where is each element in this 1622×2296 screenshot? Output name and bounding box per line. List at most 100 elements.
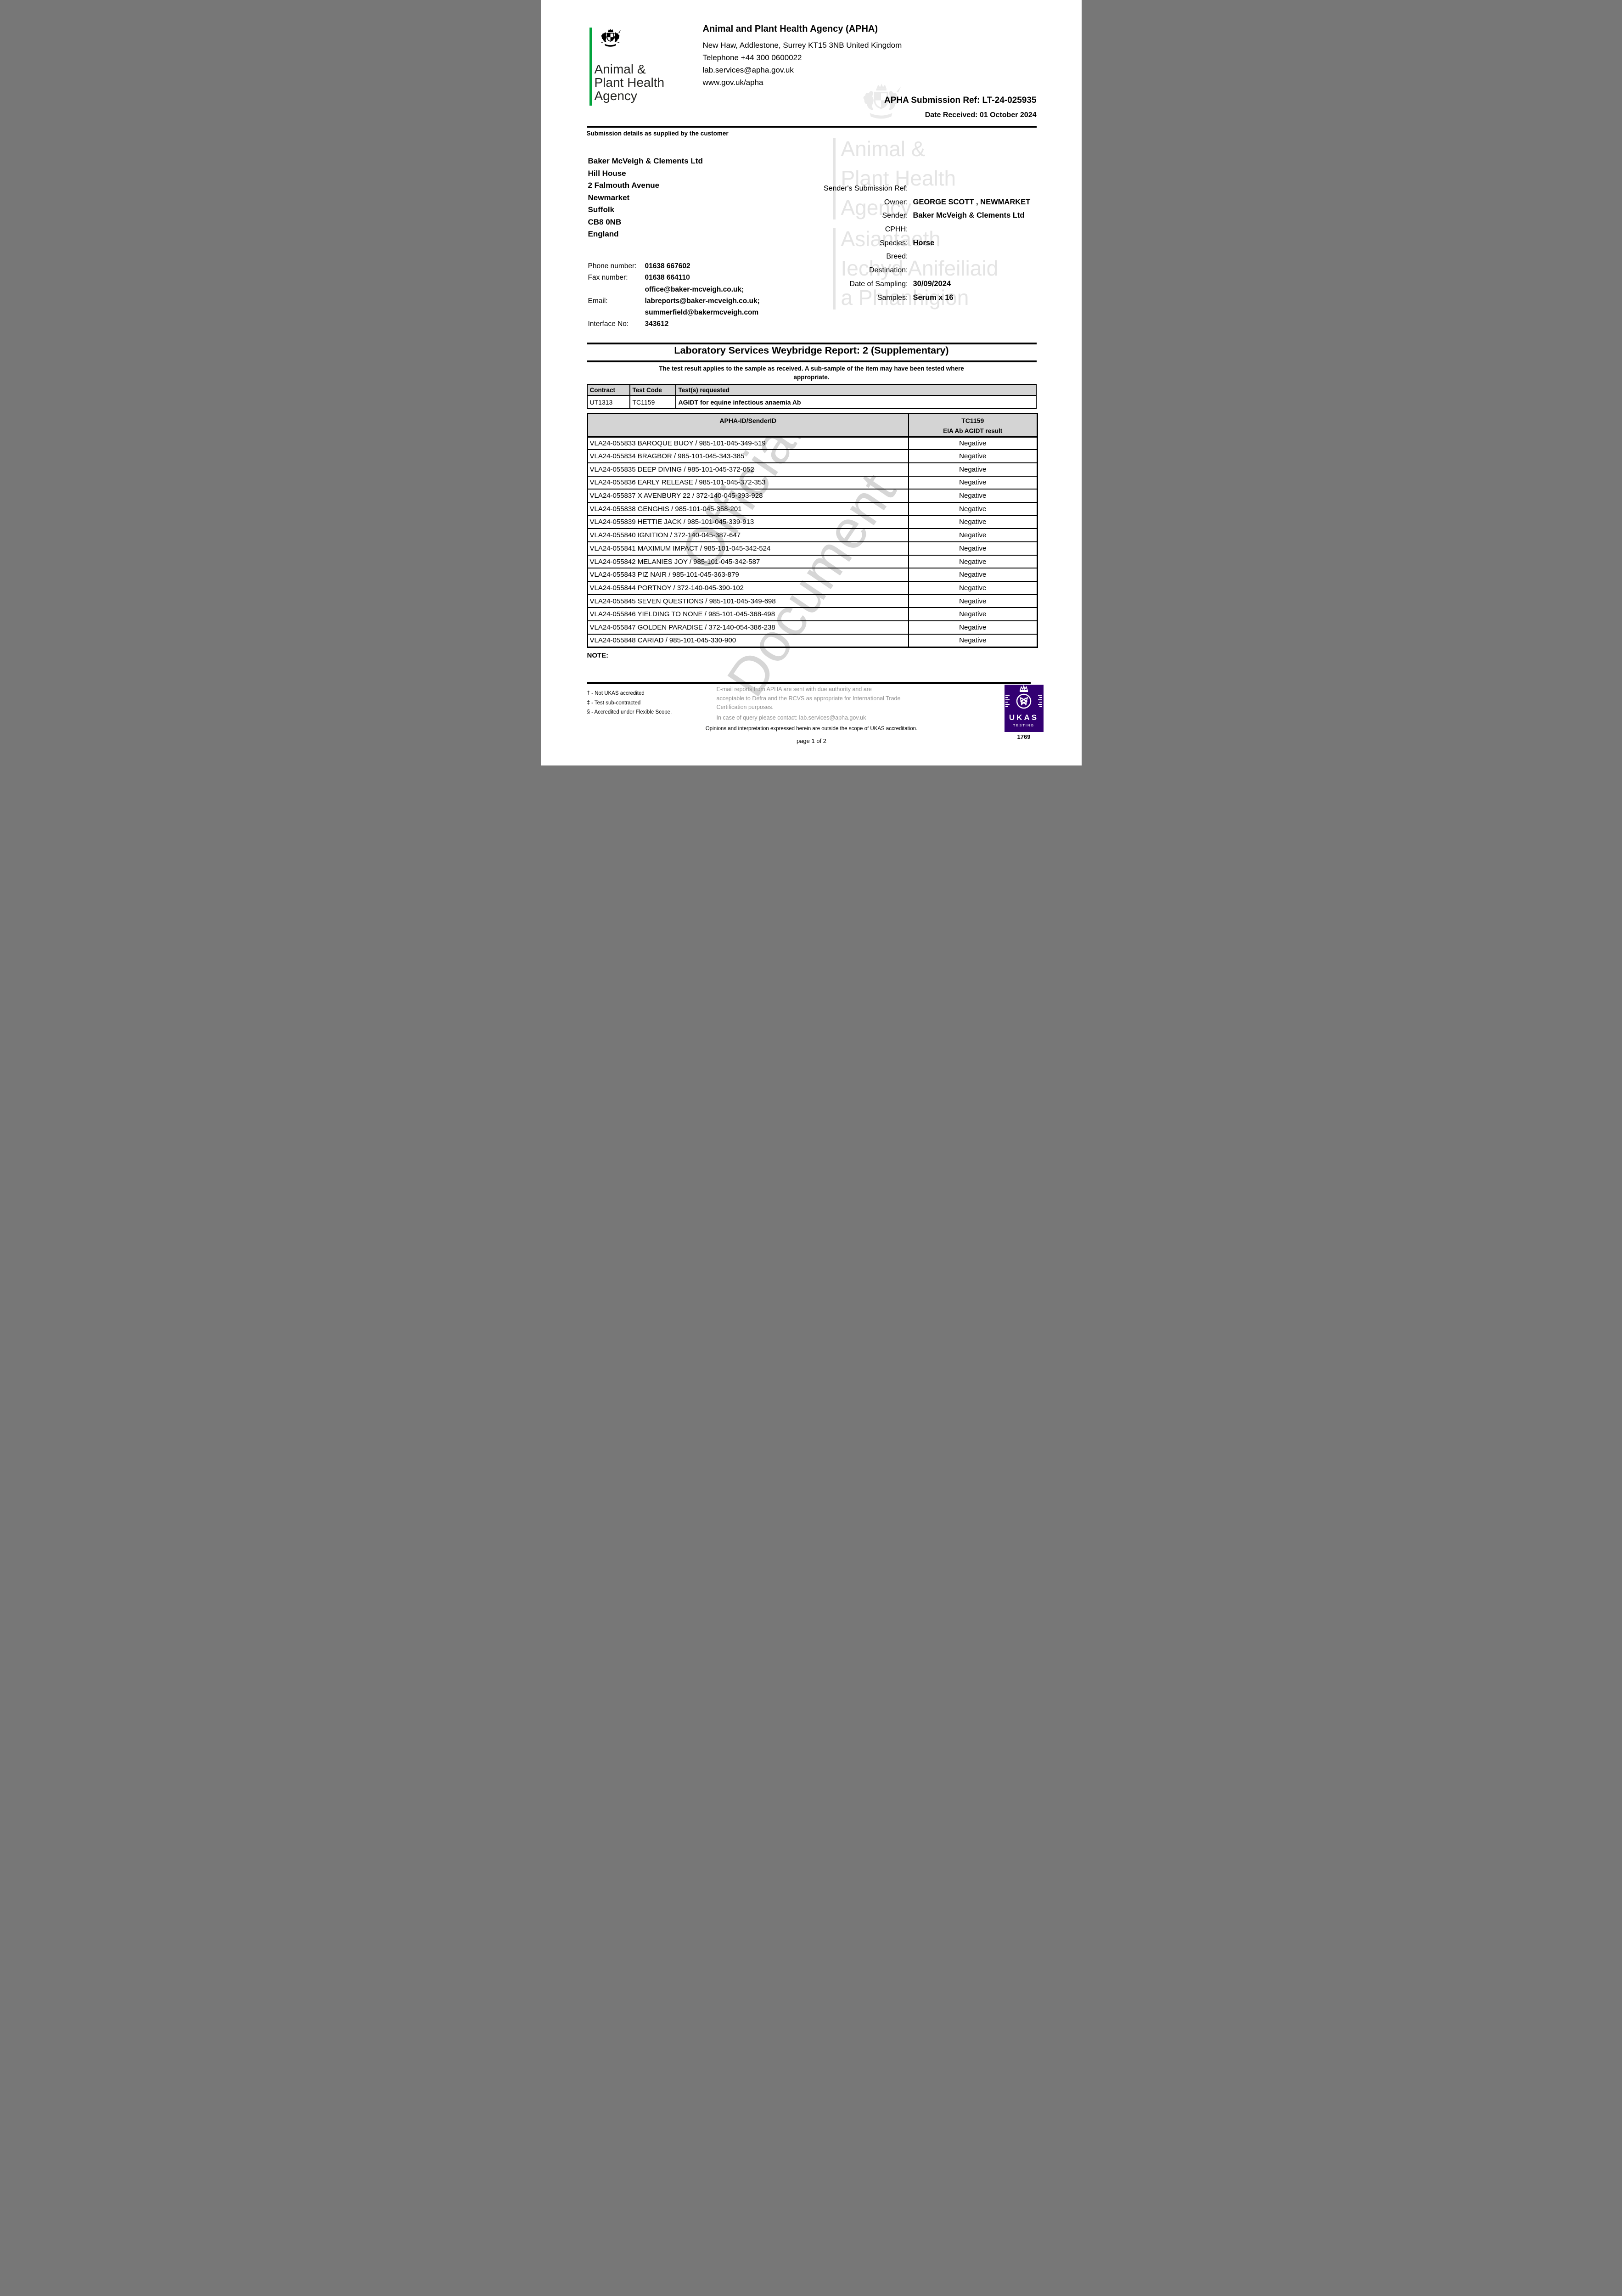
accreditation-notes: † - Not UKAS accredited ‡ - Test sub-cont… — [587, 689, 672, 717]
agency-telephone: Telephone +44 300 0600022 — [702, 53, 802, 62]
sample-id: VLA24-055843 PIZ NAIR / 985-101-045-363-… — [587, 568, 909, 582]
customer-address: Baker McVeigh & Clements Ltd Hill House 2 … — [588, 155, 703, 241]
contact-value: 343612 — [645, 320, 669, 328]
field-row: Owner: GEORGE SCOTT , NEWMARKET — [747, 198, 1041, 207]
result-value: Negative — [908, 554, 1038, 569]
agency-contact-block: Animal and Plant Health Agency (APHA) Ne… — [703, 24, 902, 89]
results-col1-header: APHA-ID/SenderID — [587, 413, 909, 438]
agency-email: lab.services@apha.gov.uk — [702, 66, 794, 74]
sample-id: VLA24-055838 GENGHIS / 985-101-045-358-2… — [587, 501, 909, 516]
accreditation-note: † - Not UKAS accredited — [587, 691, 645, 696]
result-value: Negative — [908, 462, 1038, 477]
sample-id: VLA24-055846 YIELDING TO NONE / 985-101-… — [587, 607, 909, 622]
result-row: VLA24-055845 SEVEN QUESTIONS / 985-101-0… — [587, 594, 1038, 608]
ukas-number: 1769 — [1017, 733, 1031, 740]
tests-requested-header: Test(s) requested — [675, 384, 1037, 396]
sample-id: VLA24-055839 HETTIE JACK / 985-101-045-3… — [587, 515, 909, 529]
address-line: Suffolk — [588, 205, 615, 214]
report-disclaimer: The test result applies to the sample as… — [659, 365, 964, 381]
sample-id: VLA24-055840 IGNITION / 372-140-045-387-… — [587, 528, 909, 542]
contract-table: Contract Test Code Test(s) requested UT1… — [586, 384, 1037, 409]
field-label: Date of Sampling: — [849, 280, 908, 288]
sample-id: VLA24-055835 DEEP DIVING / 985-101-045-3… — [587, 462, 909, 477]
result-row: VLA24-055837 X AVENBURY 22 / 372-140-045… — [587, 489, 1038, 503]
address-line: Newmarket — [588, 193, 630, 202]
address-line: 2 Falmouth Avenue — [588, 181, 660, 190]
result-row: VLA24-055847 GOLDEN PARADISE / 372-140-0… — [587, 620, 1038, 635]
watermark-agency-english: Animal & Plant Health Agency — [832, 134, 956, 222]
email-notice: E-mail reports from APHA are sent with d… — [717, 685, 901, 712]
result-value: Negative — [908, 501, 1038, 516]
result-value: Negative — [908, 568, 1038, 582]
contact-value: summerfield@bakermcveigh.com — [645, 309, 759, 317]
address-line: England — [588, 230, 619, 238]
ukas-type: TESTING — [1013, 723, 1035, 727]
report-rule-bottom — [586, 360, 1037, 362]
logo-line: Plant Health — [594, 75, 665, 90]
result-row: VLA24-055844 PORTNOY / 372-140-045-390-1… — [587, 581, 1038, 595]
royal-crest-icon — [601, 28, 621, 47]
contact-value: 01638 664110 — [645, 274, 690, 282]
result-row: VLA24-055842 MELANIES JOY / 985-101-045-… — [587, 554, 1038, 569]
customer-contact: Phone number: 01638 667602 Fax number: 0… — [588, 262, 804, 332]
sample-id: VLA24-055848 CARIAD / 985-101-045-330-90… — [587, 633, 909, 648]
page-content: Animal & Plant Health Agency Animal and Pl… — [541, 0, 1082, 765]
contact-row: Phone number: 01638 667602 — [588, 262, 804, 270]
contact-label: Interface No: — [588, 320, 629, 328]
submission-ref-block: APHA Submission Ref: LT-24-025935 Date R… — [884, 96, 1037, 119]
result-row: VLA24-055843 PIZ NAIR / 985-101-045-363-… — [587, 568, 1038, 582]
result-value: Negative — [908, 475, 1038, 490]
logo-line: Agency — [594, 89, 637, 103]
result-value: Negative — [908, 541, 1038, 556]
test-code-value: TC1159 — [629, 395, 676, 409]
sample-id: VLA24-055836 EARLY RELEASE / 985-101-045… — [587, 475, 909, 490]
field-row: Samples: Serum x 16 — [747, 293, 1041, 302]
contact-label — [588, 309, 645, 316]
royal-crest-watermark-icon — [863, 84, 901, 119]
result-row: VLA24-055833 BAROQUE BUOY / 985-101-045-… — [587, 436, 1038, 450]
field-label: Samples: — [877, 293, 908, 302]
sample-id: VLA24-055844 PORTNOY / 372-140-045-390-1… — [587, 581, 909, 595]
watermark-line: a Phlanhigion — [841, 286, 969, 310]
sample-id: VLA24-055837 X AVENBURY 22 / 372-140-045… — [587, 489, 909, 503]
field-value: Serum x 16 — [913, 293, 954, 302]
query-notice: In case of query please contact: lab.ser… — [716, 715, 866, 721]
ukas-name: UKAS — [1009, 713, 1039, 722]
test-code-header: Test Code — [629, 384, 676, 396]
result-value: Negative — [908, 489, 1038, 503]
watermark-agency-welsh: Asiantaeth Iechyd Anifeiliaid a Phlanhigio… — [832, 224, 998, 312]
sample-id: VLA24-055834 BRAGBOR / 985-101-045-343-3… — [587, 449, 909, 463]
result-row: VLA24-055841 MAXIMUM IMPACT / 985-101-04… — [587, 541, 1038, 556]
tests-requested-value: AGIDT for equine infectious anaemia Ab — [675, 395, 1037, 409]
contact-row: Fax number: 01638 664110 — [588, 274, 804, 281]
result-value: Negative — [908, 581, 1038, 595]
result-row: VLA24-055838 GENGHIS / 985-101-045-358-2… — [587, 501, 1038, 516]
contact-value: labreports@baker-mcveigh.co.uk; — [645, 297, 760, 305]
field-value: Baker McVeigh & Clements Ltd — [913, 211, 1025, 220]
field-label: Sender's Submission Ref: — [823, 185, 908, 192]
footer-divider — [586, 682, 1031, 684]
accreditation-note: ‡ - Test sub-contracted — [587, 700, 641, 706]
field-value: GEORGE SCOTT , NEWMARKET — [913, 197, 1031, 206]
sample-id: VLA24-055841 MAXIMUM IMPACT / 985-101-04… — [587, 541, 909, 556]
contract-row: UT1313 TC1159 AGIDT for equine infectiou… — [586, 395, 1037, 409]
opinions-note: Opinions and interpretation expressed he… — [705, 726, 918, 732]
submission-fields: Sender's Submission Ref: Owner: GEORGE S… — [747, 185, 1041, 307]
accreditation-note: § - Accredited under Flexible Scope. — [587, 709, 672, 715]
address-line: Baker McVeigh & Clements Ltd — [588, 157, 703, 165]
result-row: VLA24-055836 EARLY RELEASE / 985-101-045… — [587, 475, 1038, 490]
lab-report-page: Official Document Animal & Plant Health Ag… — [540, 0, 1082, 765]
email-notice-line: E-mail reports from APHA are sent with d… — [716, 686, 872, 692]
contact-row: Interface No: 343612 — [588, 320, 804, 328]
result-row: VLA24-055848 CARIAD / 985-101-045-330-90… — [587, 633, 1038, 648]
result-row: VLA24-055835 DEEP DIVING / 985-101-045-3… — [587, 462, 1038, 477]
field-label: Destination: — [869, 266, 908, 275]
email-notice-line: Certification purposes. — [716, 704, 774, 710]
field-value: 30/09/2024 — [913, 279, 951, 288]
email-notice-line: acceptable to Defra and the RCVS as appr… — [716, 695, 901, 702]
apha-submission-ref: APHA Submission Ref: LT-24-025935 — [884, 96, 1037, 105]
field-row: Destination: — [747, 266, 1041, 275]
result-value: Negative — [908, 449, 1038, 463]
result-value: Negative — [908, 436, 1038, 450]
logo-green-bar — [589, 28, 592, 106]
